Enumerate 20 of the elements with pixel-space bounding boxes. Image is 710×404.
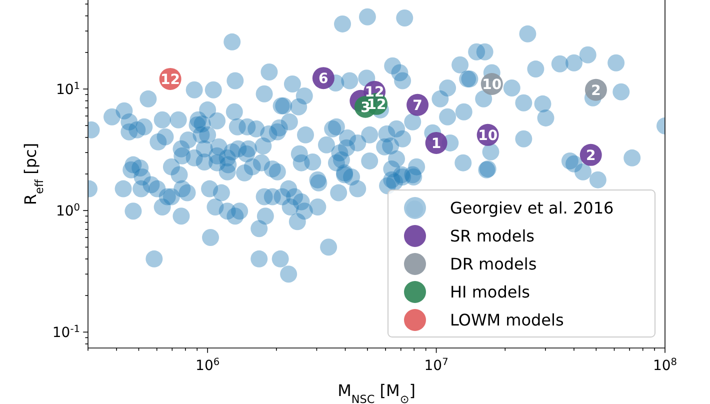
annotation: 12	[160, 72, 180, 88]
legend-label: HI models	[450, 282, 530, 302]
legend-label: Georgiev et al. 2016	[450, 198, 614, 218]
annotation: 1	[431, 136, 442, 152]
legend-label: DR models	[450, 254, 537, 274]
x-tick-label: 10$^{6}$	[196, 356, 220, 374]
y-tick-label: 10$^{1}$	[56, 80, 80, 98]
annotation: 2	[586, 148, 596, 164]
annotation: 2	[591, 82, 601, 99]
annotation: 10	[482, 76, 502, 93]
annotation: 10	[478, 128, 498, 144]
annotation: 7	[412, 98, 422, 114]
x-axis-title: M$_{NSC}$ [M$_{⊙}$]	[338, 381, 416, 404]
y-tick-label: 10$^{0}$	[56, 202, 80, 220]
x-tick-label: 10$^{8}$	[652, 356, 678, 374]
legend-label: LOWM models	[450, 310, 564, 330]
legend-label: SR models	[450, 226, 535, 246]
y-tick-label: 10$^{-1}$	[52, 324, 80, 342]
x-tick-label: 10$^{7}$	[424, 356, 448, 374]
annotation: 6	[318, 70, 328, 87]
